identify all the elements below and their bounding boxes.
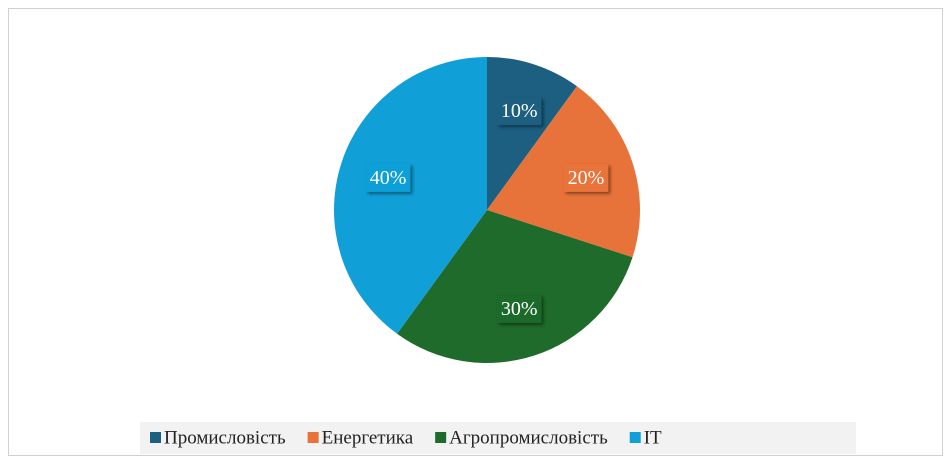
legend-label: Енергетика: [322, 428, 414, 449]
pie-slice: [487, 57, 577, 210]
legend-label: IT: [644, 428, 662, 449]
pie-slice: [397, 210, 633, 363]
data-label-box: [496, 294, 542, 323]
pie-slice: [334, 57, 487, 334]
legend-background: [140, 422, 856, 454]
data-label-group: 40%: [365, 163, 411, 192]
data-label-box: [563, 163, 609, 192]
data-label-group: 10%: [496, 97, 542, 126]
legend: Промисловість Енергетика Агропромисловість…: [150, 428, 662, 449]
legend-swatch: [150, 432, 161, 443]
pie: 10% 20% 30% 40%: [334, 57, 641, 363]
pie-slice: [487, 86, 641, 258]
data-label: 40%: [370, 167, 407, 189]
legend-label: Агропромисловість: [449, 428, 608, 449]
data-label-group: 20%: [563, 163, 609, 192]
data-label: 10%: [501, 100, 538, 122]
legend-label: Промисловість: [164, 428, 286, 449]
data-label-box: [496, 97, 542, 126]
data-label-group: 30%: [496, 294, 542, 323]
legend-swatch: [435, 432, 447, 443]
legend-swatch: [307, 432, 319, 443]
legend-swatch: [629, 432, 641, 443]
data-label-box: [365, 163, 411, 192]
data-label: 30%: [501, 298, 538, 320]
data-label: 20%: [568, 167, 605, 189]
